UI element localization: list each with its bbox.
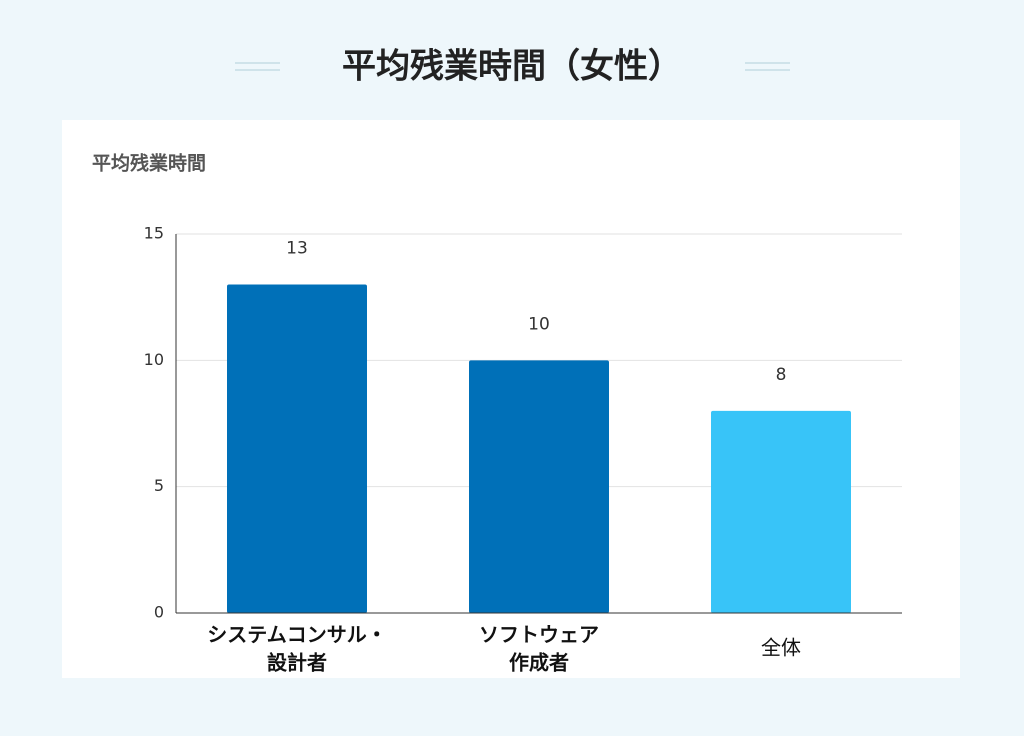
- bar: [469, 360, 609, 613]
- bar: [711, 410, 851, 613]
- x-tick-label: 全体: [761, 636, 801, 660]
- x-tick-label: システムコンサル・: [207, 623, 386, 647]
- y-tick-label: 10: [144, 350, 164, 369]
- title-decoration: [235, 62, 790, 71]
- bar: [227, 284, 367, 613]
- x-tick-label: ソフトウェア: [479, 623, 599, 647]
- page-title: 平均残業時間（女性）: [342, 47, 682, 87]
- y-tick-label: 0: [154, 603, 164, 622]
- chart-title: 平均残業時間: [92, 152, 206, 175]
- x-tick-label: 作成者: [509, 651, 569, 675]
- value-label: 8: [776, 365, 787, 385]
- y-tick-label: 15: [144, 224, 164, 243]
- x-tick-label: 設計者: [267, 651, 327, 675]
- y-tick-label: 5: [154, 476, 164, 495]
- value-label: 10: [528, 314, 550, 334]
- value-label: 13: [286, 239, 308, 259]
